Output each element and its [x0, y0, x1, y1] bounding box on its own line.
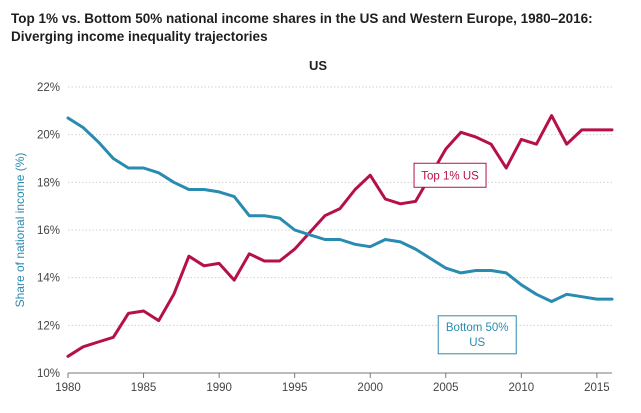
panel-title: US [309, 58, 327, 73]
y-tick-label: 12% [37, 320, 60, 332]
y-tick-label: 20% [37, 130, 60, 142]
legend-box-bottom50 [437, 315, 517, 355]
x-tick-label: 1990 [206, 382, 232, 394]
series-line-top1 [66, 114, 614, 358]
x-tick-label: 1985 [131, 382, 157, 394]
legend-label-top1: Top 1% US [421, 170, 479, 182]
chart-title-block: Top 1% vs. Bottom 50% national income sh… [11, 10, 593, 46]
y-axis-title: Share of national income (%) [13, 153, 27, 308]
series-line-bottom50 [66, 116, 614, 303]
x-tick-label: 2010 [509, 382, 535, 394]
chart-main-title: Top 1% vs. Bottom 50% national income sh… [11, 11, 593, 26]
legend-label-bottom50: Bottom 50% [446, 322, 509, 334]
y-tick-label: 10% [37, 368, 60, 380]
y-tick-label: 22% [37, 82, 60, 94]
x-tick-label: 1980 [55, 382, 81, 394]
x-tick-label: 2015 [584, 382, 610, 394]
series-labels: Top 1% US Bottom 50% US [413, 162, 517, 355]
legend-label-bottom50: US [469, 337, 485, 349]
y-tick-label: 16% [37, 225, 60, 237]
axes: 10% 12% 14% 16% 18% 20% 22% 1980 1985 1990 1995 200… [13, 82, 612, 394]
chart-subtitle: Diverging income inequality trajectories [11, 29, 268, 44]
series-layer [66, 114, 614, 358]
legend-box-top1 [413, 162, 487, 188]
gridlines [68, 86, 612, 374]
y-tick-label: 14% [37, 273, 60, 285]
x-tick-label: 2005 [433, 382, 459, 394]
y-tick-label: 18% [37, 177, 60, 189]
x-tick-label: 2000 [357, 382, 383, 394]
x-tick-label: 1995 [282, 382, 308, 394]
